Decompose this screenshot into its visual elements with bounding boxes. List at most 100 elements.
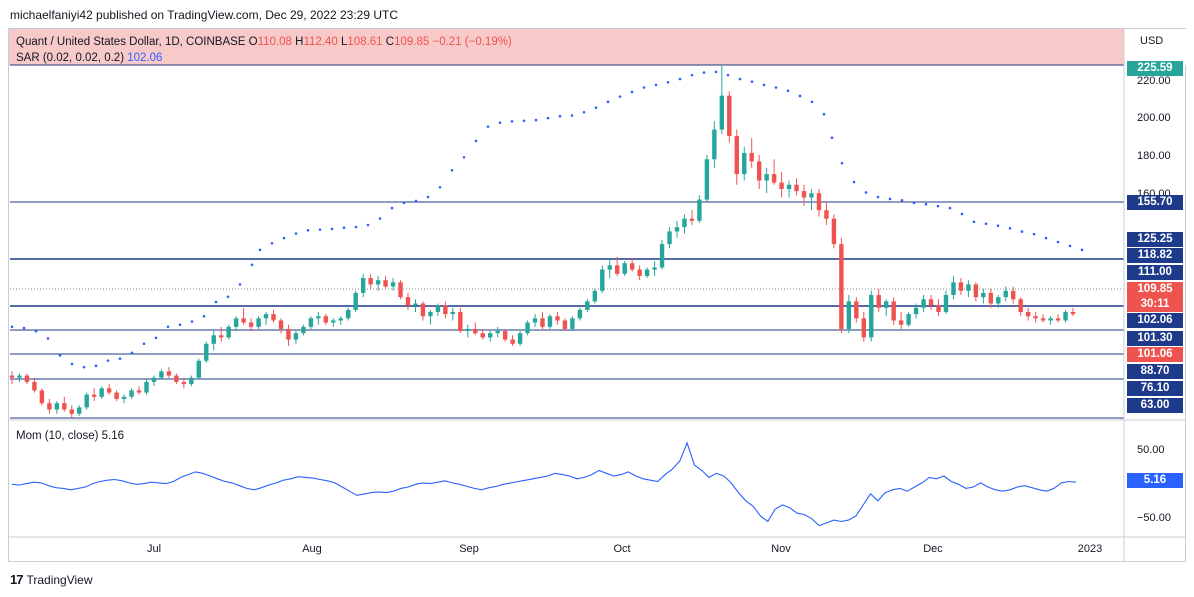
sar-dot: [630, 90, 634, 94]
candle: [1048, 316, 1053, 325]
sar-label[interactable]: SAR (0.02, 0.02, 0.2): [16, 52, 125, 64]
candle: [891, 297, 896, 325]
candle: [592, 288, 598, 304]
candle: [644, 267, 650, 279]
sar-dot: [830, 136, 834, 140]
candle: [91, 388, 97, 402]
candle: [756, 155, 762, 189]
price-tag: 109.85: [1127, 281, 1183, 297]
candle: [271, 309, 276, 323]
candle: [779, 172, 784, 198]
candle: [824, 201, 829, 226]
candle: [360, 273, 366, 298]
candle: [540, 311, 545, 329]
sar-dot: [510, 120, 514, 123]
sar-dot: [798, 94, 802, 98]
candle: [62, 396, 67, 412]
symbol-name[interactable]: Quant / United States Dollar, 1D, COINBA…: [16, 36, 246, 48]
candle: [570, 316, 575, 332]
publisher-line: michaelfaniyi42 published on TradingView…: [10, 8, 399, 22]
sar-dot: [130, 351, 134, 355]
candle: [166, 367, 172, 378]
candle: [368, 273, 373, 289]
sar-dot: [306, 228, 310, 232]
candle: [637, 265, 642, 281]
candle: [226, 324, 231, 340]
candle: [331, 318, 336, 327]
candle: [727, 91, 732, 143]
sar-dot: [726, 73, 730, 77]
chart-frame: [8, 28, 1186, 562]
candle: [682, 214, 687, 234]
candle: [712, 121, 717, 168]
mom-label[interactable]: Mom (10, close): [16, 430, 99, 442]
price-tag: 225.59: [1127, 60, 1183, 76]
tradingview-logo[interactable]: 17 TradingView: [10, 572, 93, 587]
candle: [316, 311, 321, 325]
highlight-layer: [9, 29, 1186, 65]
sar-dot: [366, 223, 370, 227]
candles: [9, 66, 1076, 418]
sar-value: 102.06: [127, 52, 163, 64]
sar-dot: [948, 206, 952, 210]
y-tick-label: 180.00: [1137, 150, 1171, 162]
sar-dot: [840, 161, 844, 165]
candle: [1011, 286, 1016, 304]
sar-dot: [294, 232, 298, 235]
main-legend: Quant / United States Dollar, 1D, COINBA…: [16, 34, 512, 66]
candle: [1018, 297, 1023, 317]
open-value: 110.08: [257, 36, 292, 48]
candle: [898, 311, 904, 329]
sar-dot: [1008, 227, 1012, 230]
sar-dot: [238, 283, 242, 286]
candle: [32, 377, 37, 393]
sar-dot: [10, 325, 14, 329]
candle: [936, 299, 941, 317]
candle: [674, 220, 680, 238]
candle: [24, 373, 30, 385]
sar-dot: [534, 118, 538, 122]
sar-dot: [786, 89, 790, 93]
candle: [951, 275, 956, 300]
candle: [106, 384, 112, 395]
sar-dot: [282, 236, 286, 240]
candle: [443, 301, 448, 319]
sar-dot: [618, 95, 622, 98]
sar-dot: [1020, 230, 1024, 233]
sar-dot: [852, 180, 856, 184]
candle: [196, 358, 201, 380]
candle: [338, 316, 343, 325]
candle: [659, 239, 665, 270]
sar-dot: [972, 220, 976, 224]
candle: [241, 307, 246, 325]
sar-dot: [414, 199, 418, 203]
branding-text: TradingView: [26, 572, 93, 587]
candle: [174, 373, 179, 385]
candle: [704, 155, 710, 202]
price-tag: 76.10: [1127, 380, 1183, 396]
candle: [353, 290, 358, 312]
sar-dot: [642, 86, 646, 89]
sar-dot: [606, 100, 610, 104]
candle: [525, 320, 530, 336]
candle: [136, 386, 142, 395]
sar-dot: [912, 201, 916, 205]
sar-dot: [750, 80, 754, 83]
sar-dot: [438, 185, 442, 189]
price-tag: 88.70: [1127, 363, 1183, 379]
sar-dot: [462, 155, 466, 159]
candle: [1063, 309, 1068, 323]
price-tag: 102.06: [1127, 312, 1183, 328]
candle: [629, 258, 635, 272]
sar-dot: [936, 204, 940, 208]
candle: [577, 307, 583, 321]
sar-dot: [582, 110, 586, 114]
candle: [966, 280, 971, 298]
sar-dot: [22, 326, 26, 330]
sar-dot: [960, 212, 964, 216]
x-tick-label: Jul: [147, 543, 161, 555]
sar-dot: [82, 365, 86, 369]
candle: [308, 316, 314, 329]
candle: [861, 311, 866, 342]
